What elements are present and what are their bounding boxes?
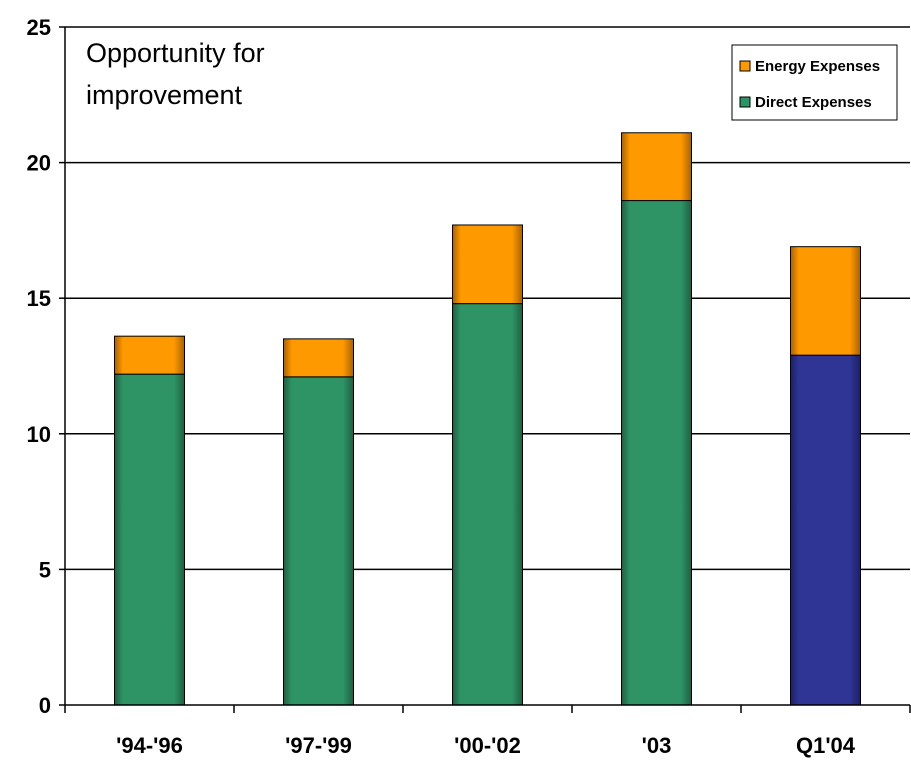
- bar-direct-expenses-1: [283, 376, 354, 706]
- legend-label-energy: Energy Expenses: [755, 58, 880, 75]
- x-tick-label-2: '00-'02: [454, 733, 521, 758]
- y-tick-label-5: 25: [27, 15, 51, 40]
- axes: [59, 26, 911, 713]
- y-tick-labels: 0 5 10 15 20 25: [27, 15, 51, 718]
- bar-direct-expenses-0: [114, 373, 185, 706]
- bar-energy-expenses-3: [621, 132, 692, 202]
- legend-box: [731, 44, 898, 121]
- legend-swatch-direct: [739, 96, 751, 108]
- bar-energy-expenses-2: [452, 224, 523, 305]
- bar-energy-expenses-0: [114, 335, 185, 375]
- annotation-line-1: Opportunity for: [86, 38, 265, 68]
- x-tick-label-3: '03: [642, 733, 672, 758]
- y-tick-label-3: 15: [27, 286, 51, 311]
- bar-direct-expenses-3: [621, 200, 692, 706]
- x-tick-label-0: '94-'96: [116, 733, 183, 758]
- x-tick-label-4: Q1'04: [796, 733, 856, 758]
- legend: Energy Expenses Direct Expenses: [731, 44, 898, 121]
- x-tick-labels: '94-'96 '97-'99 '00-'02 '03 Q1'04: [116, 733, 856, 758]
- bar-energy-expenses-4: [790, 246, 861, 356]
- annotation-line-2: improvement: [86, 80, 243, 110]
- y-tick-label-0: 0: [39, 693, 51, 718]
- bar-direct-expenses-4: [790, 354, 861, 706]
- y-tick-label-1: 5: [39, 557, 51, 582]
- x-tick-label-1: '97-'99: [285, 733, 352, 758]
- bars: [114, 132, 861, 706]
- y-tick-label-2: 10: [27, 422, 51, 447]
- legend-swatch-energy: [739, 60, 751, 72]
- bar-direct-expenses-2: [452, 303, 523, 706]
- y-tick-label-4: 20: [27, 151, 51, 176]
- legend-label-direct: Direct Expenses: [755, 94, 872, 111]
- bar-energy-expenses-1: [283, 338, 354, 378]
